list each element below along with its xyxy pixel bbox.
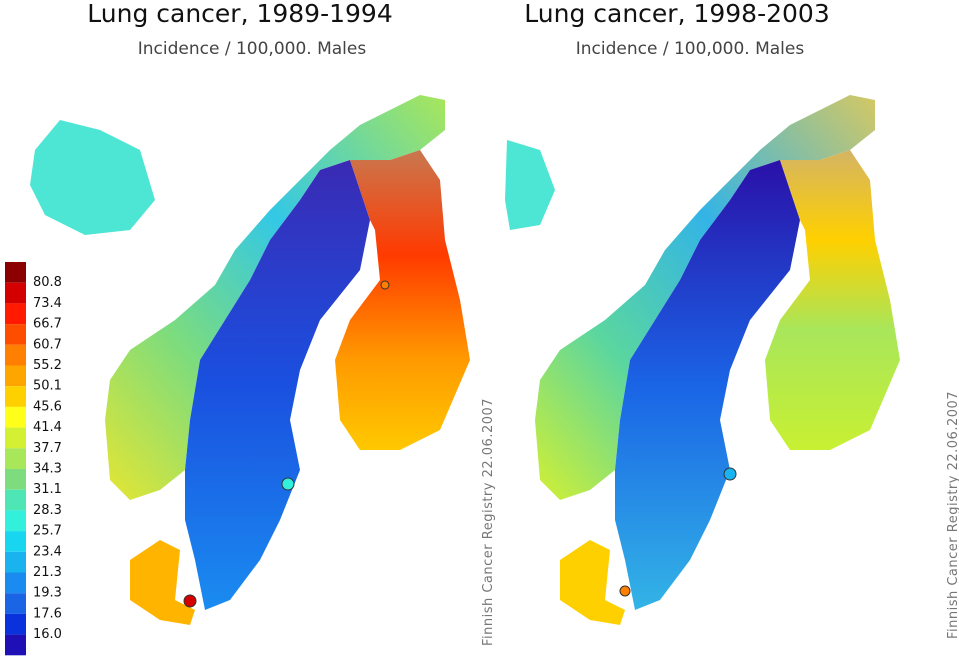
legend-label: 25.7 <box>33 524 62 539</box>
legend-label: 50.1 <box>33 379 62 394</box>
legend-label: 19.3 <box>33 586 62 601</box>
legend-label: 28.3 <box>33 503 62 518</box>
region <box>30 120 155 235</box>
credit: Finnish Cancer Registry 22.06.2007 <box>946 391 959 639</box>
legend-label: 21.3 <box>33 565 62 580</box>
legend-swatch <box>5 262 26 283</box>
legend-label: 31.1 <box>33 482 62 497</box>
city-marker <box>619 585 631 597</box>
legend-swatch <box>5 386 26 407</box>
legend-label: 41.4 <box>33 420 62 435</box>
map-left <box>30 95 470 625</box>
legend-swatch <box>5 572 26 594</box>
city-marker <box>723 467 737 481</box>
legend-swatch <box>5 613 26 635</box>
legend-swatch <box>5 469 26 490</box>
legend-label: 55.2 <box>33 358 62 373</box>
city-marker <box>380 280 390 290</box>
legend-swatch <box>5 448 26 469</box>
legend-swatch <box>5 634 26 656</box>
legend-label: 34.3 <box>33 462 62 477</box>
map-subtitle: Incidence / 100,000. Males <box>138 39 367 59</box>
legend-swatch <box>5 324 26 345</box>
legend-swatch <box>5 365 26 387</box>
legend-label: 66.7 <box>33 317 62 332</box>
legend-swatch <box>5 551 26 573</box>
legend-label: 23.4 <box>33 544 62 559</box>
city-marker <box>183 594 197 608</box>
legend-swatch <box>5 344 26 366</box>
legend-swatch <box>5 282 26 304</box>
map-subtitle: Incidence / 100,000. Males <box>576 39 805 59</box>
legend-swatch <box>5 406 26 428</box>
legend-swatch <box>5 593 26 614</box>
region <box>560 540 625 625</box>
legend-label: 73.4 <box>33 296 62 311</box>
city-marker <box>281 477 295 491</box>
region <box>505 140 555 230</box>
legend-swatch <box>5 531 26 552</box>
legend-label: 60.7 <box>33 337 62 352</box>
legend-label: 37.7 <box>33 441 62 456</box>
credit: Finnish Cancer Registry 22.06.2007 <box>481 398 496 646</box>
legend-label: 45.6 <box>33 399 62 414</box>
map-title: Lung cancer, 1998-2003 <box>524 0 829 28</box>
map-title: Lung cancer, 1989-1994 <box>87 0 392 28</box>
legend-label: 16.0 <box>33 627 62 642</box>
legend-swatch <box>5 427 26 449</box>
legend-label: 80.8 <box>33 275 62 290</box>
legend-swatch <box>5 303 26 325</box>
region <box>130 540 195 625</box>
map-right <box>535 95 900 625</box>
legend-label: 17.6 <box>33 606 62 621</box>
legend: 80.8 73.4 66.7 60.7 55.2 50.1 45.6 41.4 37.7 34.3… <box>5 262 62 656</box>
legend-swatch <box>5 510 26 532</box>
legend-swatch <box>5 489 26 511</box>
